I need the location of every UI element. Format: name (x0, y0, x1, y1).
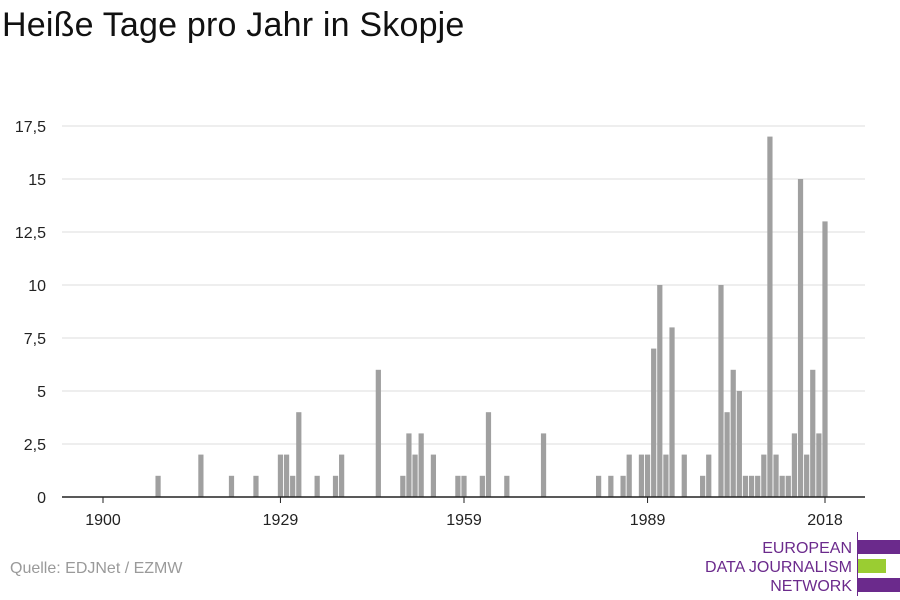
bar-1988 (638, 454, 645, 497)
logo-bar-bottom (858, 578, 900, 592)
logo-bar-middle (858, 559, 886, 573)
bar-1931 (290, 475, 296, 497)
y-tick-label: 5 (37, 384, 46, 401)
bar-1930 (283, 454, 290, 497)
x-tick-label: 1959 (446, 512, 482, 529)
y-tick-label: 12,5 (15, 225, 46, 242)
bar-1958 (455, 475, 461, 497)
y-tick-label: 7,5 (24, 331, 46, 348)
bar-1909 (155, 475, 161, 497)
bar-2003 (730, 369, 736, 497)
bar-1949 (400, 475, 406, 497)
x-tick-label: 1929 (263, 512, 299, 529)
bar-1992 (663, 454, 669, 497)
bar-1995 (681, 454, 687, 497)
x-tick-label: 2018 (807, 512, 843, 529)
x-tick-label: 1900 (85, 512, 121, 529)
bar-1916 (198, 454, 204, 497)
y-tick-label: 2,5 (24, 437, 46, 454)
bar-1963 (485, 412, 492, 497)
bar-2012 (785, 475, 791, 497)
bar-2002 (724, 412, 730, 497)
bar-1959 (461, 475, 467, 497)
y-tick-label: 17,5 (15, 119, 46, 136)
bar-2017 (816, 433, 822, 497)
bar-1935 (314, 475, 320, 497)
bar-2016 (810, 369, 816, 497)
bar-2011 (779, 475, 785, 497)
bar-1938 (332, 475, 339, 497)
y-tick-label: 0 (37, 490, 46, 507)
bar-1932 (296, 412, 302, 497)
logo-text-european: EUROPEAN (762, 540, 852, 557)
bar-2004 (736, 391, 742, 497)
bar-1983 (608, 475, 614, 497)
bar-1925 (253, 475, 259, 497)
logo-text-data-journalism: DATA JOURNALISM (705, 559, 852, 576)
y-tick-label: 15 (28, 172, 46, 189)
bar-2013 (791, 433, 798, 497)
bar-1954 (430, 454, 437, 497)
bar-1951 (412, 454, 418, 497)
bar-2005 (742, 475, 749, 497)
bar-1990 (651, 348, 657, 497)
logo-divider (857, 532, 858, 596)
bar-1939 (339, 454, 345, 497)
bar-1989 (644, 454, 651, 497)
bar-1929 (277, 454, 284, 497)
bar-1952 (418, 433, 424, 497)
logo-bar-top (858, 540, 900, 554)
bar-1921 (228, 475, 235, 497)
bar-1945 (375, 369, 381, 497)
bar-1972 (540, 433, 547, 497)
bar-1986 (626, 454, 632, 497)
bar-2014 (797, 179, 804, 497)
bar-2018 (822, 221, 828, 497)
bar-2007 (755, 475, 761, 497)
edjnet-logo: EUROPEAN DATA JOURNALISM NETWORK (700, 532, 900, 596)
bar-1999 (706, 454, 712, 497)
y-tick-label: 10 (28, 278, 46, 295)
bar-2008 (761, 454, 767, 497)
bar-1981 (596, 475, 602, 497)
bar-1993 (669, 327, 675, 497)
bar-2006 (748, 475, 755, 497)
x-tick-label: 1989 (630, 512, 666, 529)
bar-1966 (504, 475, 510, 497)
bar-2015 (804, 454, 810, 497)
bar-2001 (718, 285, 724, 497)
bar-2009 (767, 136, 773, 497)
bar-1962 (479, 475, 485, 497)
bar-1991 (657, 285, 663, 497)
chart-title: Heiße Tage pro Jahr in Skopje (2, 6, 465, 44)
bar-1985 (620, 475, 626, 497)
bar-1998 (700, 475, 706, 497)
bar-2010 (773, 454, 779, 497)
bar-1950 (406, 433, 412, 497)
source-note: Quelle: EDJNet / EZMW (10, 560, 183, 577)
logo-text-network: NETWORK (770, 578, 852, 595)
